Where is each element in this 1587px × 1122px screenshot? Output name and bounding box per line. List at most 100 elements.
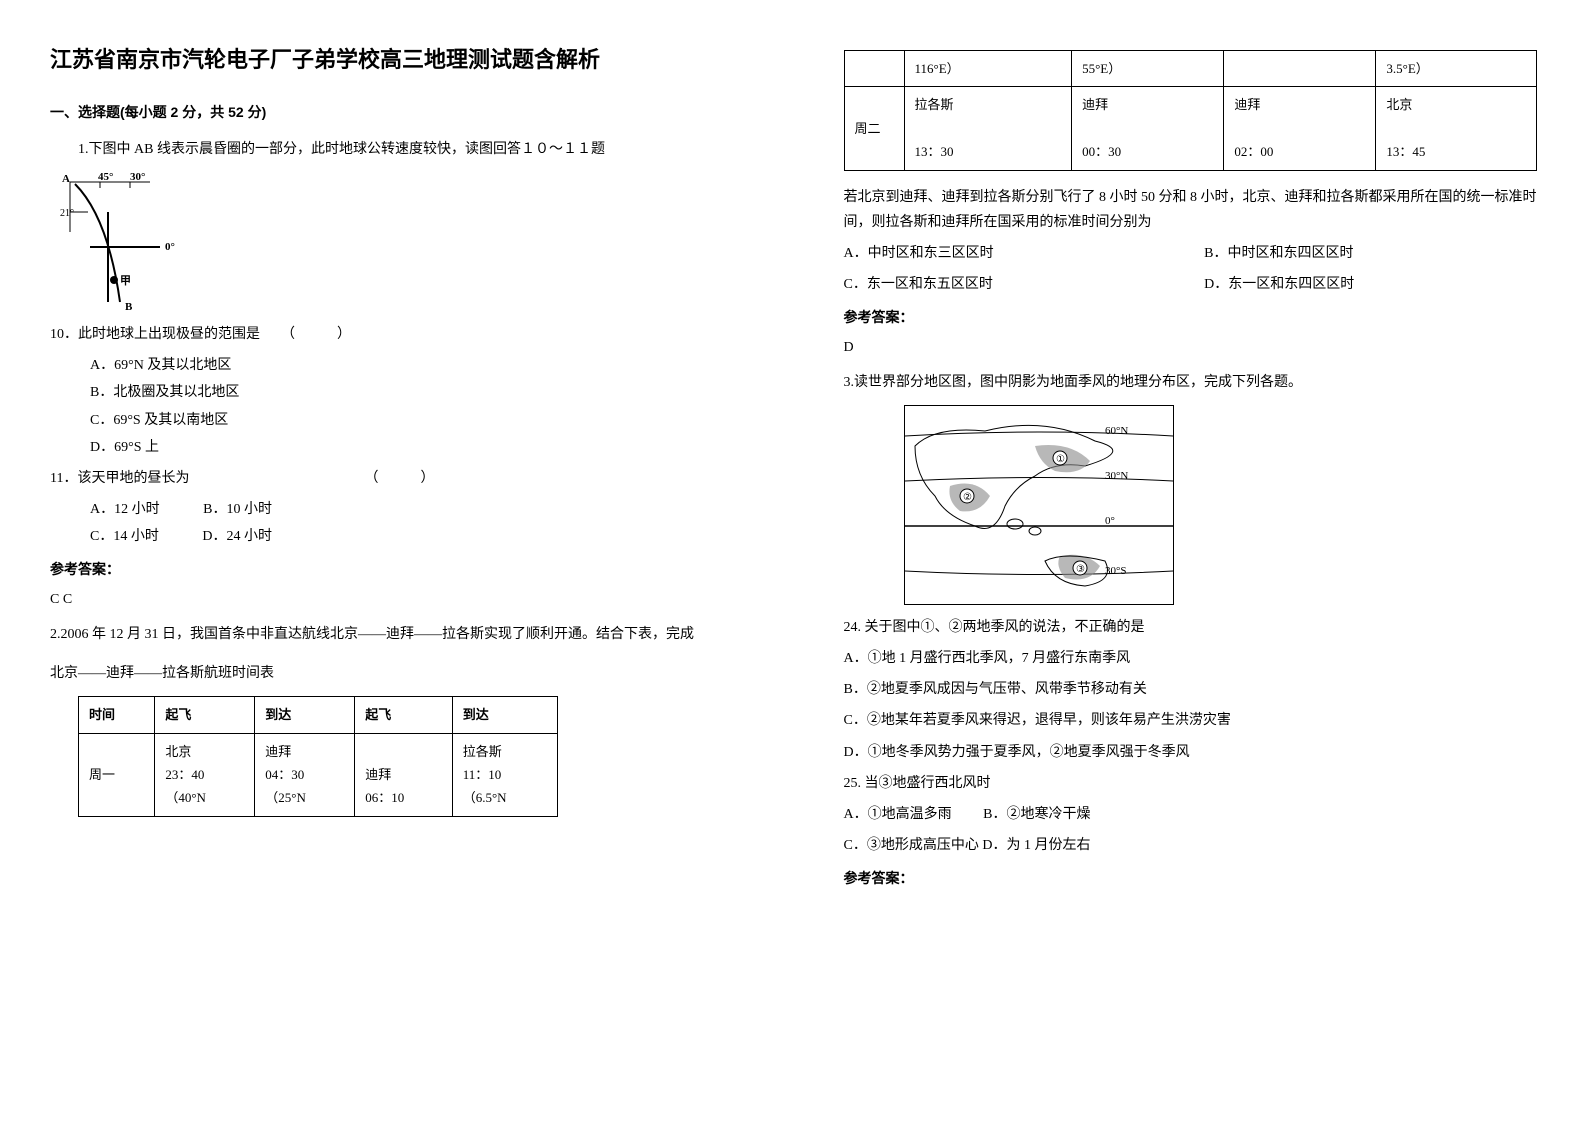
q1-stem: 1.下图中 AB 线表示晨昏圈的一部分，此时地球公转速度较快，读图回答１０～１１… (50, 137, 744, 162)
cell-day2: 周二 (844, 87, 904, 170)
cell: 拉各斯 13：30 (904, 87, 1072, 170)
cell-text: 13：45 (1386, 144, 1425, 159)
cell-text: 04：30 (265, 767, 304, 782)
table-row: 周二 拉各斯 13：30 迪拜 00：30 迪拜 02：00 北京 13：45 (844, 87, 1537, 170)
q3-stem: 3.读世界部分地区图，图中阴影为地面季风的地理分布区，完成下列各题。 (844, 370, 1538, 395)
q11-opts-row1: A．12 小时 B．10 小时 (50, 497, 744, 522)
page-title: 江苏省南京市汽轮电子厂子弟学校高三地理测试题含解析 (50, 40, 744, 80)
q24-opt-b: B．②地夏季风成因与气压带、风带季节移动有关 (844, 677, 1538, 702)
q11-opt-d: D．24 小时 (202, 524, 272, 549)
cell: 拉各斯 11：10 （6.5°N (452, 733, 557, 816)
svg-text:60°N: 60°N (1105, 425, 1128, 437)
cell-empty (844, 51, 904, 87)
svg-text:0°: 0° (165, 241, 175, 253)
q2-ans: D (844, 335, 1538, 360)
cell: 迪拜 04：30 （25°N (255, 733, 355, 816)
th-dep1: 起飞 (155, 697, 255, 733)
cell-text: 00：30 (1082, 144, 1121, 159)
q25-opt-d: D．为 1 月份左右 (982, 838, 1090, 853)
q11-opt-b: B．10 小时 (203, 497, 272, 522)
q2-opts-row1: A．中时区和东三区区时 B．中时区和东四区区时 (844, 241, 1538, 266)
cell-text: 迪拜 (1234, 97, 1260, 112)
section-heading: 一、选择题(每小题 2 分，共 52 分) (50, 100, 744, 125)
q1-ans-label: 参考答案： (50, 557, 744, 582)
cell-text: 迪拜 (365, 767, 391, 782)
q11-stem: 11．该天甲地的昼长为 （ ） (50, 466, 744, 491)
svg-text:②: ② (963, 492, 972, 503)
q2-stem1: 2.2006 年 12 月 31 日，我国首条中非直达航线北京——迪拜——拉各斯… (50, 622, 744, 647)
cell-text: 23：40 (165, 767, 204, 782)
table-row: 116°E） 55°E） 3.5°E） (844, 51, 1537, 87)
q11-opts-row2: C．14 小时 D．24 小时 (50, 524, 744, 549)
cell-text: 迪拜 (265, 744, 291, 759)
q2-opt-b: B．中时区和东四区区时 (1204, 241, 1537, 266)
cell: 55°E） (1072, 51, 1224, 87)
q2-ans-label: 参考答案： (844, 305, 1538, 330)
q10-stem: 10．此时地球上出现极昼的范围是 （ ） (50, 322, 744, 347)
schedule-table: 时间 起飞 到达 起飞 到达 周一 北京 23：40 （40°N 迪拜 04：3… (78, 696, 558, 817)
day2-label: 周二 (855, 121, 881, 136)
day1-label: 周一 (89, 767, 115, 782)
q2-opt-a: A．中时区和东三区区时 (844, 241, 1177, 266)
cell-text: 迪拜 (1082, 97, 1108, 112)
svg-text:21°: 21° (60, 208, 74, 219)
svg-text:③: ③ (1076, 564, 1085, 575)
cell: 迪拜 00：30 (1072, 87, 1224, 170)
q10-opt-c: C．69°S 及其以南地区 (50, 408, 744, 433)
cell-text: 拉各斯 (915, 97, 954, 112)
q2-stem2: 若北京到迪拜、迪拜到拉各斯分别飞行了 8 小时 50 分和 8 小时，北京、迪拜… (844, 185, 1538, 235)
q11-opt-a: A．12 小时 (90, 497, 160, 522)
q2-table-title: 北京——迪拜——拉各斯航班时间表 (50, 661, 744, 686)
cell: 3.5°E） (1376, 51, 1537, 87)
q25-opts-row1: A．①地高温多雨 B．②地寒冷干燥 (844, 802, 1538, 827)
q25-opt-a: A．①地高温多雨 (844, 807, 952, 822)
cell-text: 11：10 (463, 767, 502, 782)
cell-text: 06：10 (365, 790, 404, 805)
cell (1224, 51, 1376, 87)
right-column: 116°E） 55°E） 3.5°E） 周二 拉各斯 13：30 迪拜 00：3… (794, 0, 1587, 1122)
th-arr1: 到达 (255, 697, 355, 733)
svg-text:A: A (62, 173, 70, 185)
q24-opt-a: A．①地 1 月盛行西北季风，7 月盛行东南季风 (844, 646, 1538, 671)
svg-text:①: ① (1056, 454, 1065, 465)
cell-text: 13：30 (915, 144, 954, 159)
q2-opts-row2: C．东一区和东五区区时 D．东一区和东四区区时 (844, 272, 1538, 297)
q11-opt-c: C．14 小时 (90, 524, 159, 549)
svg-text:30°N: 30°N (1105, 470, 1128, 482)
q25-stem: 25. 当③地盛行西北风时 (844, 771, 1538, 796)
cell-text: 北京 (1386, 97, 1412, 112)
q24-opt-c: C．②地某年若夏季风来得迟，退得早，则该年易产生洪涝灾害 (844, 708, 1538, 733)
cell: 116°E） (904, 51, 1072, 87)
cell: 北京 23：40 （40°N (155, 733, 255, 816)
cell-text: 北京 (165, 744, 191, 759)
svg-text:30°S: 30°S (1105, 565, 1127, 577)
th-arr2: 到达 (452, 697, 557, 733)
cell: 迪拜 06：10 (355, 733, 452, 816)
cell-text: （25°N (265, 790, 306, 805)
schedule-table-cont: 116°E） 55°E） 3.5°E） 周二 拉各斯 13：30 迪拜 00：3… (844, 50, 1538, 171)
svg-text:甲: 甲 (120, 274, 131, 287)
q10-opt-b: B．北极圈及其以北地区 (50, 380, 744, 405)
q25-opts-row2: C．③地形成高压中心 D．为 1 月份左右 (844, 833, 1538, 858)
q3-map: 60°N 30°N 0° 30°S ① ② ③ (904, 405, 1174, 605)
cell-text: （40°N (165, 790, 206, 805)
table-header-row: 时间 起飞 到达 起飞 到达 (79, 697, 558, 733)
th-time: 时间 (79, 697, 155, 733)
cell-text: （6.5°N (463, 790, 507, 805)
th-dep2: 起飞 (355, 697, 452, 733)
cell: 迪拜 02：00 (1224, 87, 1376, 170)
cell-text: 02：00 (1234, 144, 1273, 159)
svg-text:45°: 45° (98, 172, 113, 183)
left-column: 江苏省南京市汽轮电子厂子弟学校高三地理测试题含解析 一、选择题(每小题 2 分，… (0, 0, 794, 1122)
q1-diagram: 45° 30° A B 21° 0° 甲 (60, 172, 210, 312)
q24-opt-d: D．①地冬季风势力强于夏季风，②地夏季风强于冬季风 (844, 740, 1538, 765)
svg-text:B: B (125, 301, 133, 312)
cell: 北京 13：45 (1376, 87, 1537, 170)
cell-text: 拉各斯 (463, 744, 502, 759)
q25-opt-b: B．②地寒冷干燥 (983, 807, 1090, 822)
q1-ans: C C (50, 587, 744, 612)
svg-text:0°: 0° (1105, 515, 1115, 527)
q25-opt-c: C．③地形成高压中心 (844, 838, 979, 853)
cell-day1: 周一 (79, 733, 155, 816)
q24-stem: 24. 关于图中①、②两地季风的说法，不正确的是 (844, 615, 1538, 640)
